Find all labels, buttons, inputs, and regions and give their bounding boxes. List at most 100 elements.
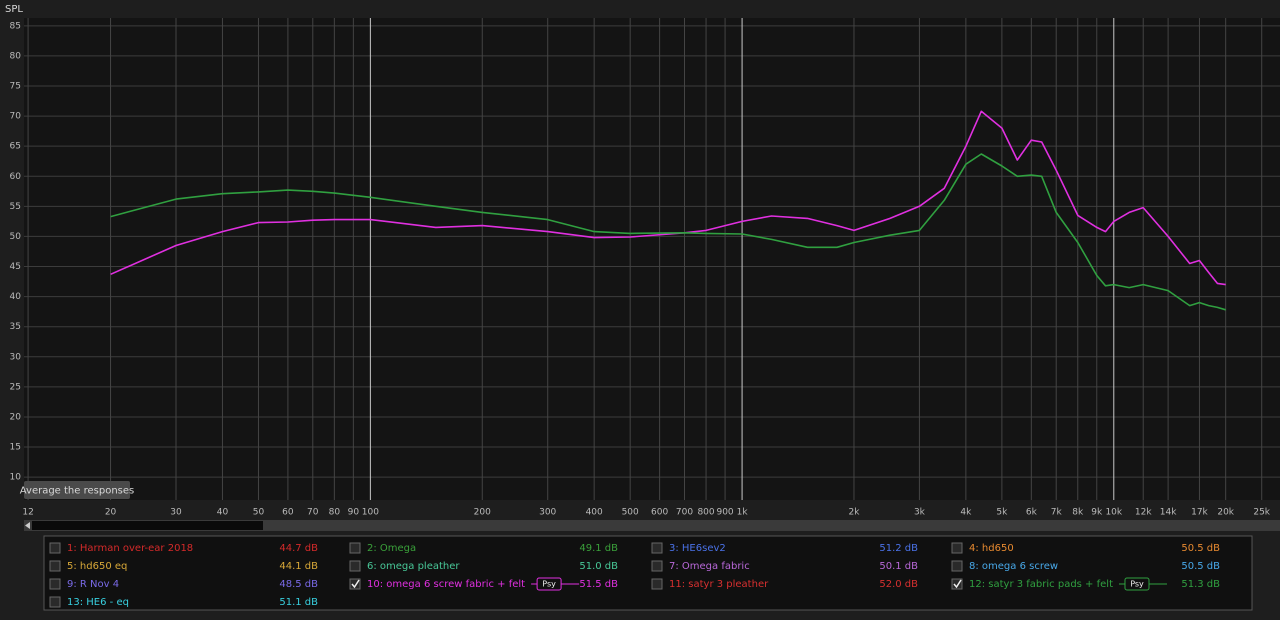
x-tick-label: 200 — [474, 508, 491, 518]
x-tick-label: 17k — [1191, 508, 1208, 518]
y-tick-label: 15 — [10, 443, 21, 453]
checkbox[interactable] — [951, 578, 963, 590]
plot-area — [24, 18, 1280, 500]
legend: 1: Harman over-ear 2018 44.7 dB 2: Omega 49… — [49, 542, 1220, 608]
series-name: 9: R Nov 4 — [67, 579, 119, 590]
x-tick-label: 500 — [622, 508, 639, 518]
x-tick-label: 6k — [1026, 508, 1038, 518]
legend-panel — [43, 535, 1253, 611]
checkbox[interactable] — [349, 542, 361, 554]
x-tick-label: 7k — [1051, 508, 1063, 518]
grid — [24, 18, 1280, 500]
checkmark[interactable] — [351, 579, 360, 589]
series-reading: 44.1 dB — [279, 561, 318, 572]
y-tick-label: 85 — [10, 21, 21, 31]
series-name: 11: satyr 3 pleather — [669, 579, 769, 590]
x-tick-label: 700 — [676, 508, 693, 518]
x-tick-label: 800 — [697, 508, 714, 518]
scroll-left-arrow[interactable] — [25, 522, 30, 529]
checkbox[interactable] — [349, 560, 361, 572]
series-reading: 51.3 dB — [1181, 579, 1220, 590]
series-name: 13: HE6 - eq — [67, 597, 129, 608]
x-tick-label: 900 — [716, 508, 733, 518]
series-reading: 49.1 dB — [579, 543, 618, 554]
average-button[interactable] — [24, 481, 130, 499]
checkbox[interactable] — [651, 542, 663, 554]
checkmark[interactable] — [953, 579, 962, 589]
x-tick-label: 2k — [848, 508, 860, 518]
smoothing-tag: Psy — [542, 580, 556, 589]
response-curve — [110, 110, 1226, 286]
series-name: 2: Omega — [367, 543, 416, 554]
x-tick-label: 5k — [996, 508, 1008, 518]
series-name: 3: HE6sev2 — [669, 543, 726, 554]
response-curve — [110, 153, 1226, 311]
series-reading: 51.2 dB — [879, 543, 918, 554]
x-tick-label: 400 — [586, 508, 603, 518]
smoothing-tag: Psy — [1130, 580, 1144, 589]
series-reading: 50.1 dB — [879, 561, 918, 572]
y-axis-label: SPL — [5, 4, 23, 15]
y-tick-label: 60 — [10, 172, 22, 182]
x-tick-label: 3k — [914, 508, 926, 518]
x-tick-label: 12k — [1135, 508, 1152, 518]
x-tick-label: 90 — [348, 508, 360, 518]
series-reading: 51.1 dB — [279, 597, 318, 608]
x-tick-label: 1k — [737, 508, 749, 518]
x-tick-label: 70 — [307, 508, 319, 518]
tag-box — [536, 577, 562, 591]
series-reading: 44.7 dB — [279, 543, 318, 554]
y-tick-label: 40 — [10, 292, 22, 302]
x-tick-label: 4k — [960, 508, 972, 518]
checkbox[interactable] — [951, 542, 963, 554]
x-tick-label: 20 — [105, 508, 117, 518]
scrollbar-track[interactable] — [24, 520, 1280, 531]
series-name: 4: hd650 — [969, 543, 1014, 554]
curves — [110, 110, 1226, 311]
y-tick-label: 50 — [10, 232, 22, 242]
x-tick-label: 300 — [539, 508, 556, 518]
x-tick-label: 10k — [1105, 508, 1122, 518]
tag-box — [1124, 577, 1150, 591]
y-tick-label: 25 — [10, 382, 21, 392]
x-tick-label: 20k — [1217, 508, 1234, 518]
x-tick-label: 12 — [22, 508, 33, 518]
series-name: 10: omega 6 screw fabric + felt — [367, 579, 525, 590]
series-reading: 50.5 dB — [1181, 561, 1220, 572]
checkbox[interactable] — [651, 578, 663, 590]
y-tick-label: 30 — [10, 352, 22, 362]
checkbox[interactable] — [49, 542, 61, 554]
series-reading: 48.5 dB — [279, 579, 318, 590]
x-tick-label: 8k — [1072, 508, 1084, 518]
checkbox[interactable] — [951, 560, 963, 572]
y-tick-label: 80 — [10, 51, 22, 61]
x-tick-label: 25k — [1253, 508, 1270, 518]
x-tick-label: 9k — [1091, 508, 1103, 518]
checkbox[interactable] — [49, 578, 61, 590]
y-tick-label: 10 — [10, 473, 22, 483]
x-tick-label: 100 — [362, 508, 379, 518]
x-tick-label: 50 — [253, 508, 265, 518]
x-tick-label: 80 — [329, 508, 341, 518]
series-name: 5: hd650 eq — [67, 561, 127, 572]
series-name: 6: omega pleather — [367, 561, 460, 572]
checkbox[interactable] — [49, 596, 61, 608]
checkbox[interactable] — [651, 560, 663, 572]
series-name: 8: omega 6 screw — [969, 561, 1058, 572]
series-name: 7: Omega fabric — [669, 561, 750, 572]
average-button-label[interactable]: Average the responses — [20, 486, 134, 497]
y-tick-label: 55 — [10, 202, 21, 212]
series-reading: 51.5 dB — [579, 579, 618, 590]
y-tick-label: 35 — [10, 322, 21, 332]
series-name: 1: Harman over-ear 2018 — [67, 543, 193, 554]
y-tick-label: 20 — [10, 412, 22, 422]
x-tick-label: 60 — [282, 508, 294, 518]
y-tick-label: 45 — [10, 262, 21, 272]
scrollbar-thumb[interactable] — [32, 521, 263, 530]
y-tick-label: 70 — [10, 112, 22, 122]
checkbox[interactable] — [349, 578, 361, 590]
checkbox[interactable] — [49, 560, 61, 572]
series-name: 12: satyr 3 fabric pads + felt — [969, 579, 1113, 590]
